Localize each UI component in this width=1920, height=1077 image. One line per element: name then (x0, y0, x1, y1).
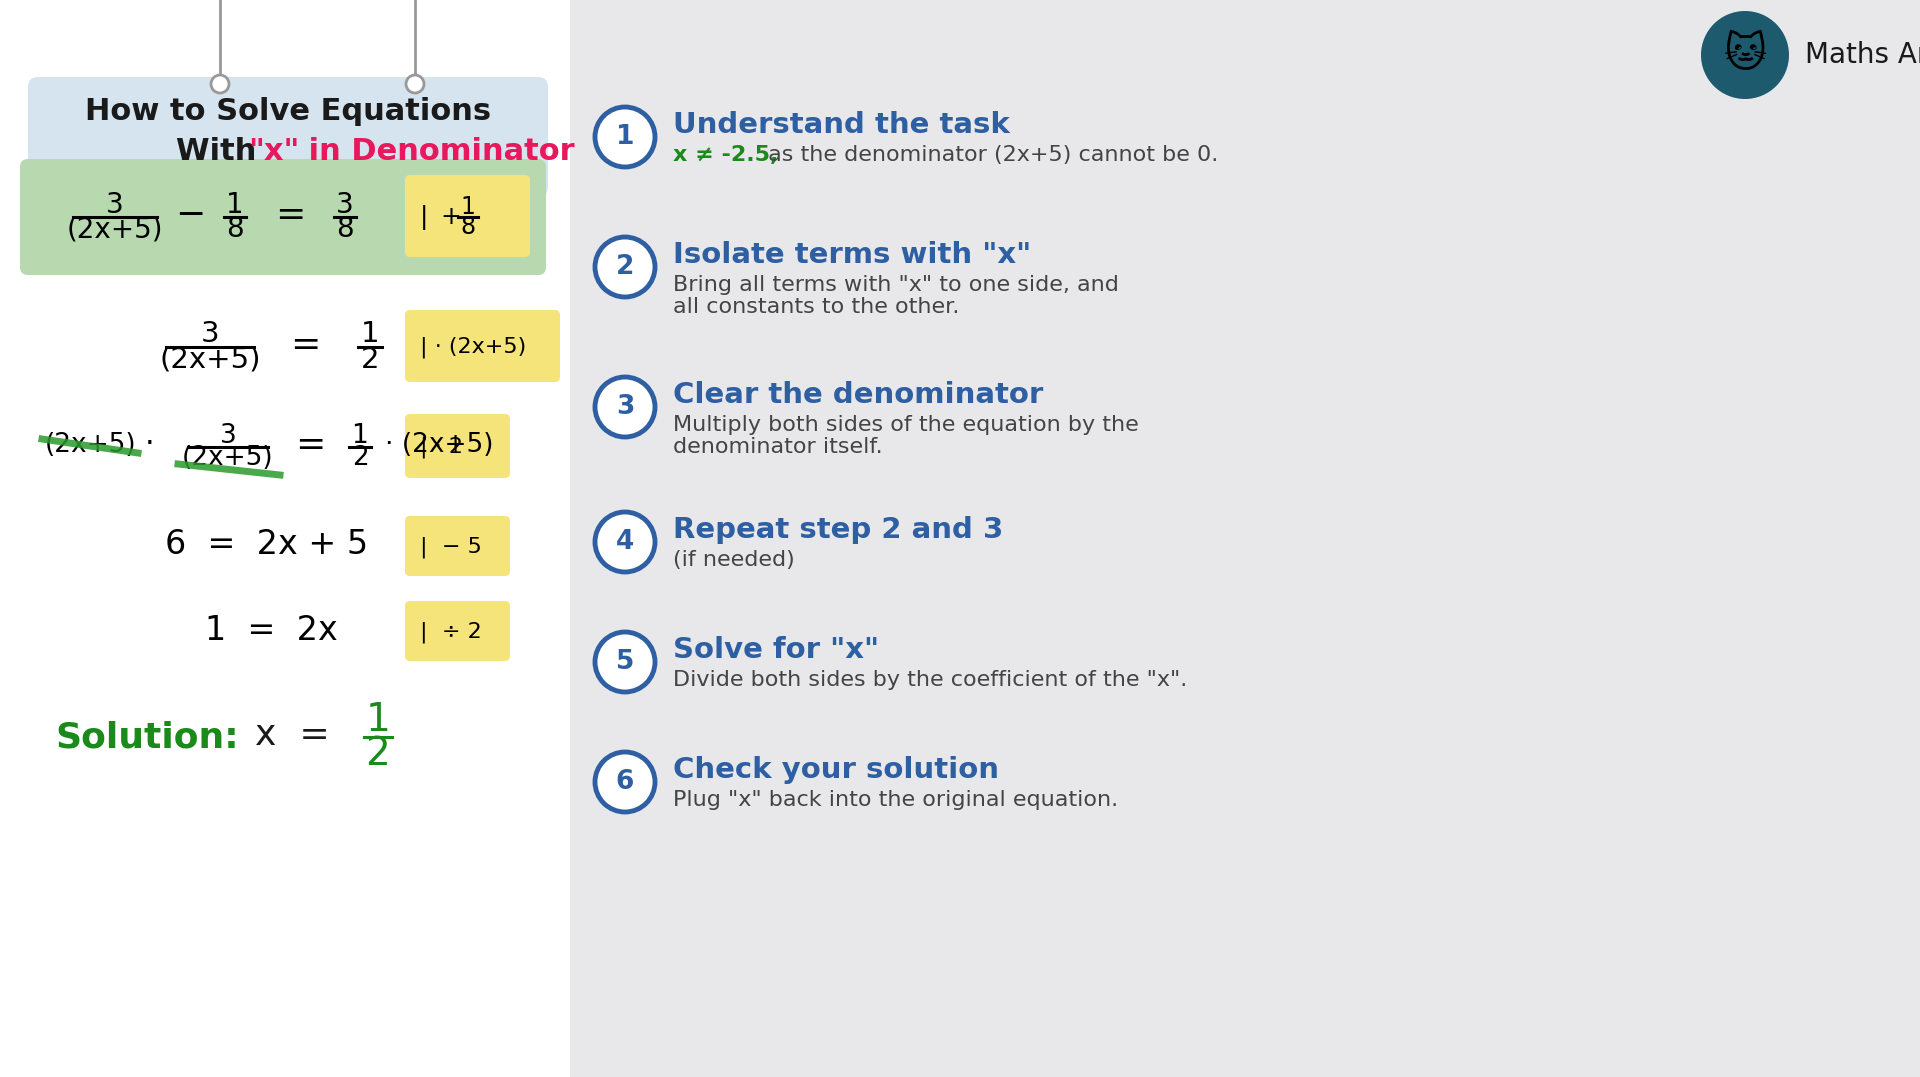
FancyBboxPatch shape (0, 0, 570, 1077)
FancyBboxPatch shape (405, 601, 511, 661)
Text: Multiply both sides of the equation by the: Multiply both sides of the equation by t… (674, 415, 1139, 435)
FancyBboxPatch shape (405, 174, 530, 257)
FancyBboxPatch shape (29, 76, 547, 197)
Text: 6  =  2x + 5: 6 = 2x + 5 (165, 529, 369, 561)
FancyBboxPatch shape (405, 414, 511, 478)
Text: |: | (420, 205, 428, 229)
Circle shape (595, 377, 655, 437)
Text: 1: 1 (616, 124, 634, 150)
Text: Repeat step 2 and 3: Repeat step 2 and 3 (674, 516, 1004, 544)
Text: ·: · (146, 431, 156, 460)
Text: 2: 2 (361, 346, 380, 374)
Text: Bring all terms with "x" to one side, and: Bring all terms with "x" to one side, an… (674, 275, 1119, 295)
Text: 8: 8 (227, 215, 244, 243)
Text: 1  =  2x: 1 = 2x (205, 614, 338, 646)
Text: 6: 6 (616, 769, 634, 795)
Text: 2: 2 (365, 735, 390, 773)
Text: 3: 3 (336, 191, 353, 219)
Text: 2: 2 (351, 446, 369, 472)
Text: +: + (440, 205, 461, 229)
FancyBboxPatch shape (405, 516, 511, 576)
Text: 3: 3 (616, 394, 634, 420)
Text: denominator itself.: denominator itself. (674, 437, 883, 457)
Text: 8: 8 (336, 215, 353, 243)
Text: 🐱: 🐱 (1724, 34, 1766, 76)
Text: −: − (175, 198, 205, 232)
Text: "x": "x" (248, 138, 300, 167)
Text: 3: 3 (219, 422, 236, 448)
FancyBboxPatch shape (405, 310, 561, 382)
Text: in Denominator: in Denominator (298, 138, 574, 167)
Text: 1: 1 (461, 195, 476, 219)
Text: |  ÷ 2: | ÷ 2 (420, 621, 482, 643)
Text: 1: 1 (361, 320, 380, 348)
Text: 4: 4 (616, 529, 634, 555)
Text: Divide both sides by the coefficient of the "x".: Divide both sides by the coefficient of … (674, 670, 1187, 690)
Text: Isolate terms with "x": Isolate terms with "x" (674, 241, 1031, 269)
Text: as the denominator (2x+5) cannot be 0.: as the denominator (2x+5) cannot be 0. (760, 145, 1219, 165)
Text: =: = (290, 328, 321, 362)
Text: |  − 5: | − 5 (420, 536, 482, 558)
Text: 1: 1 (365, 701, 390, 739)
Text: · (2x+5): · (2x+5) (386, 432, 493, 458)
Text: =: = (275, 198, 305, 232)
Text: all constants to the other.: all constants to the other. (674, 297, 960, 317)
Text: Understand the task: Understand the task (674, 111, 1010, 139)
Circle shape (1701, 11, 1789, 99)
Text: (if needed): (if needed) (674, 550, 795, 570)
Circle shape (211, 75, 228, 93)
Circle shape (595, 632, 655, 693)
Text: Plug "x" back into the original equation.: Plug "x" back into the original equation… (674, 791, 1117, 810)
Text: With: With (177, 138, 267, 167)
Circle shape (595, 512, 655, 572)
Text: (2x+5): (2x+5) (182, 446, 275, 472)
Text: How to Solve Equations: How to Solve Equations (84, 98, 492, 126)
Text: (2x+5): (2x+5) (44, 432, 136, 458)
Text: 1: 1 (227, 191, 244, 219)
FancyBboxPatch shape (19, 159, 545, 275)
Text: 3: 3 (202, 320, 219, 348)
Text: Solve for "x": Solve for "x" (674, 637, 879, 665)
Circle shape (595, 237, 655, 297)
Text: 1: 1 (351, 422, 369, 448)
Text: Check your solution: Check your solution (674, 756, 998, 784)
FancyBboxPatch shape (570, 0, 1920, 1077)
Text: 2: 2 (616, 254, 634, 280)
Circle shape (405, 75, 424, 93)
Text: x ≠ -2.5,: x ≠ -2.5, (674, 145, 778, 165)
Text: 5: 5 (616, 649, 634, 675)
Text: (2x+5): (2x+5) (67, 215, 163, 243)
Text: x  =: x = (255, 718, 330, 752)
Text: =: = (296, 428, 324, 462)
Text: 3: 3 (106, 191, 125, 219)
Text: | · 2: | · 2 (420, 436, 463, 458)
Text: Clear the denominator: Clear the denominator (674, 381, 1043, 409)
Text: Maths Angel: Maths Angel (1805, 41, 1920, 69)
Text: (2x+5): (2x+5) (159, 346, 261, 374)
Circle shape (595, 752, 655, 812)
Text: Solution:: Solution: (56, 721, 238, 754)
Text: 8: 8 (461, 215, 476, 239)
Circle shape (595, 107, 655, 167)
Text: | · (2x+5): | · (2x+5) (420, 336, 526, 358)
